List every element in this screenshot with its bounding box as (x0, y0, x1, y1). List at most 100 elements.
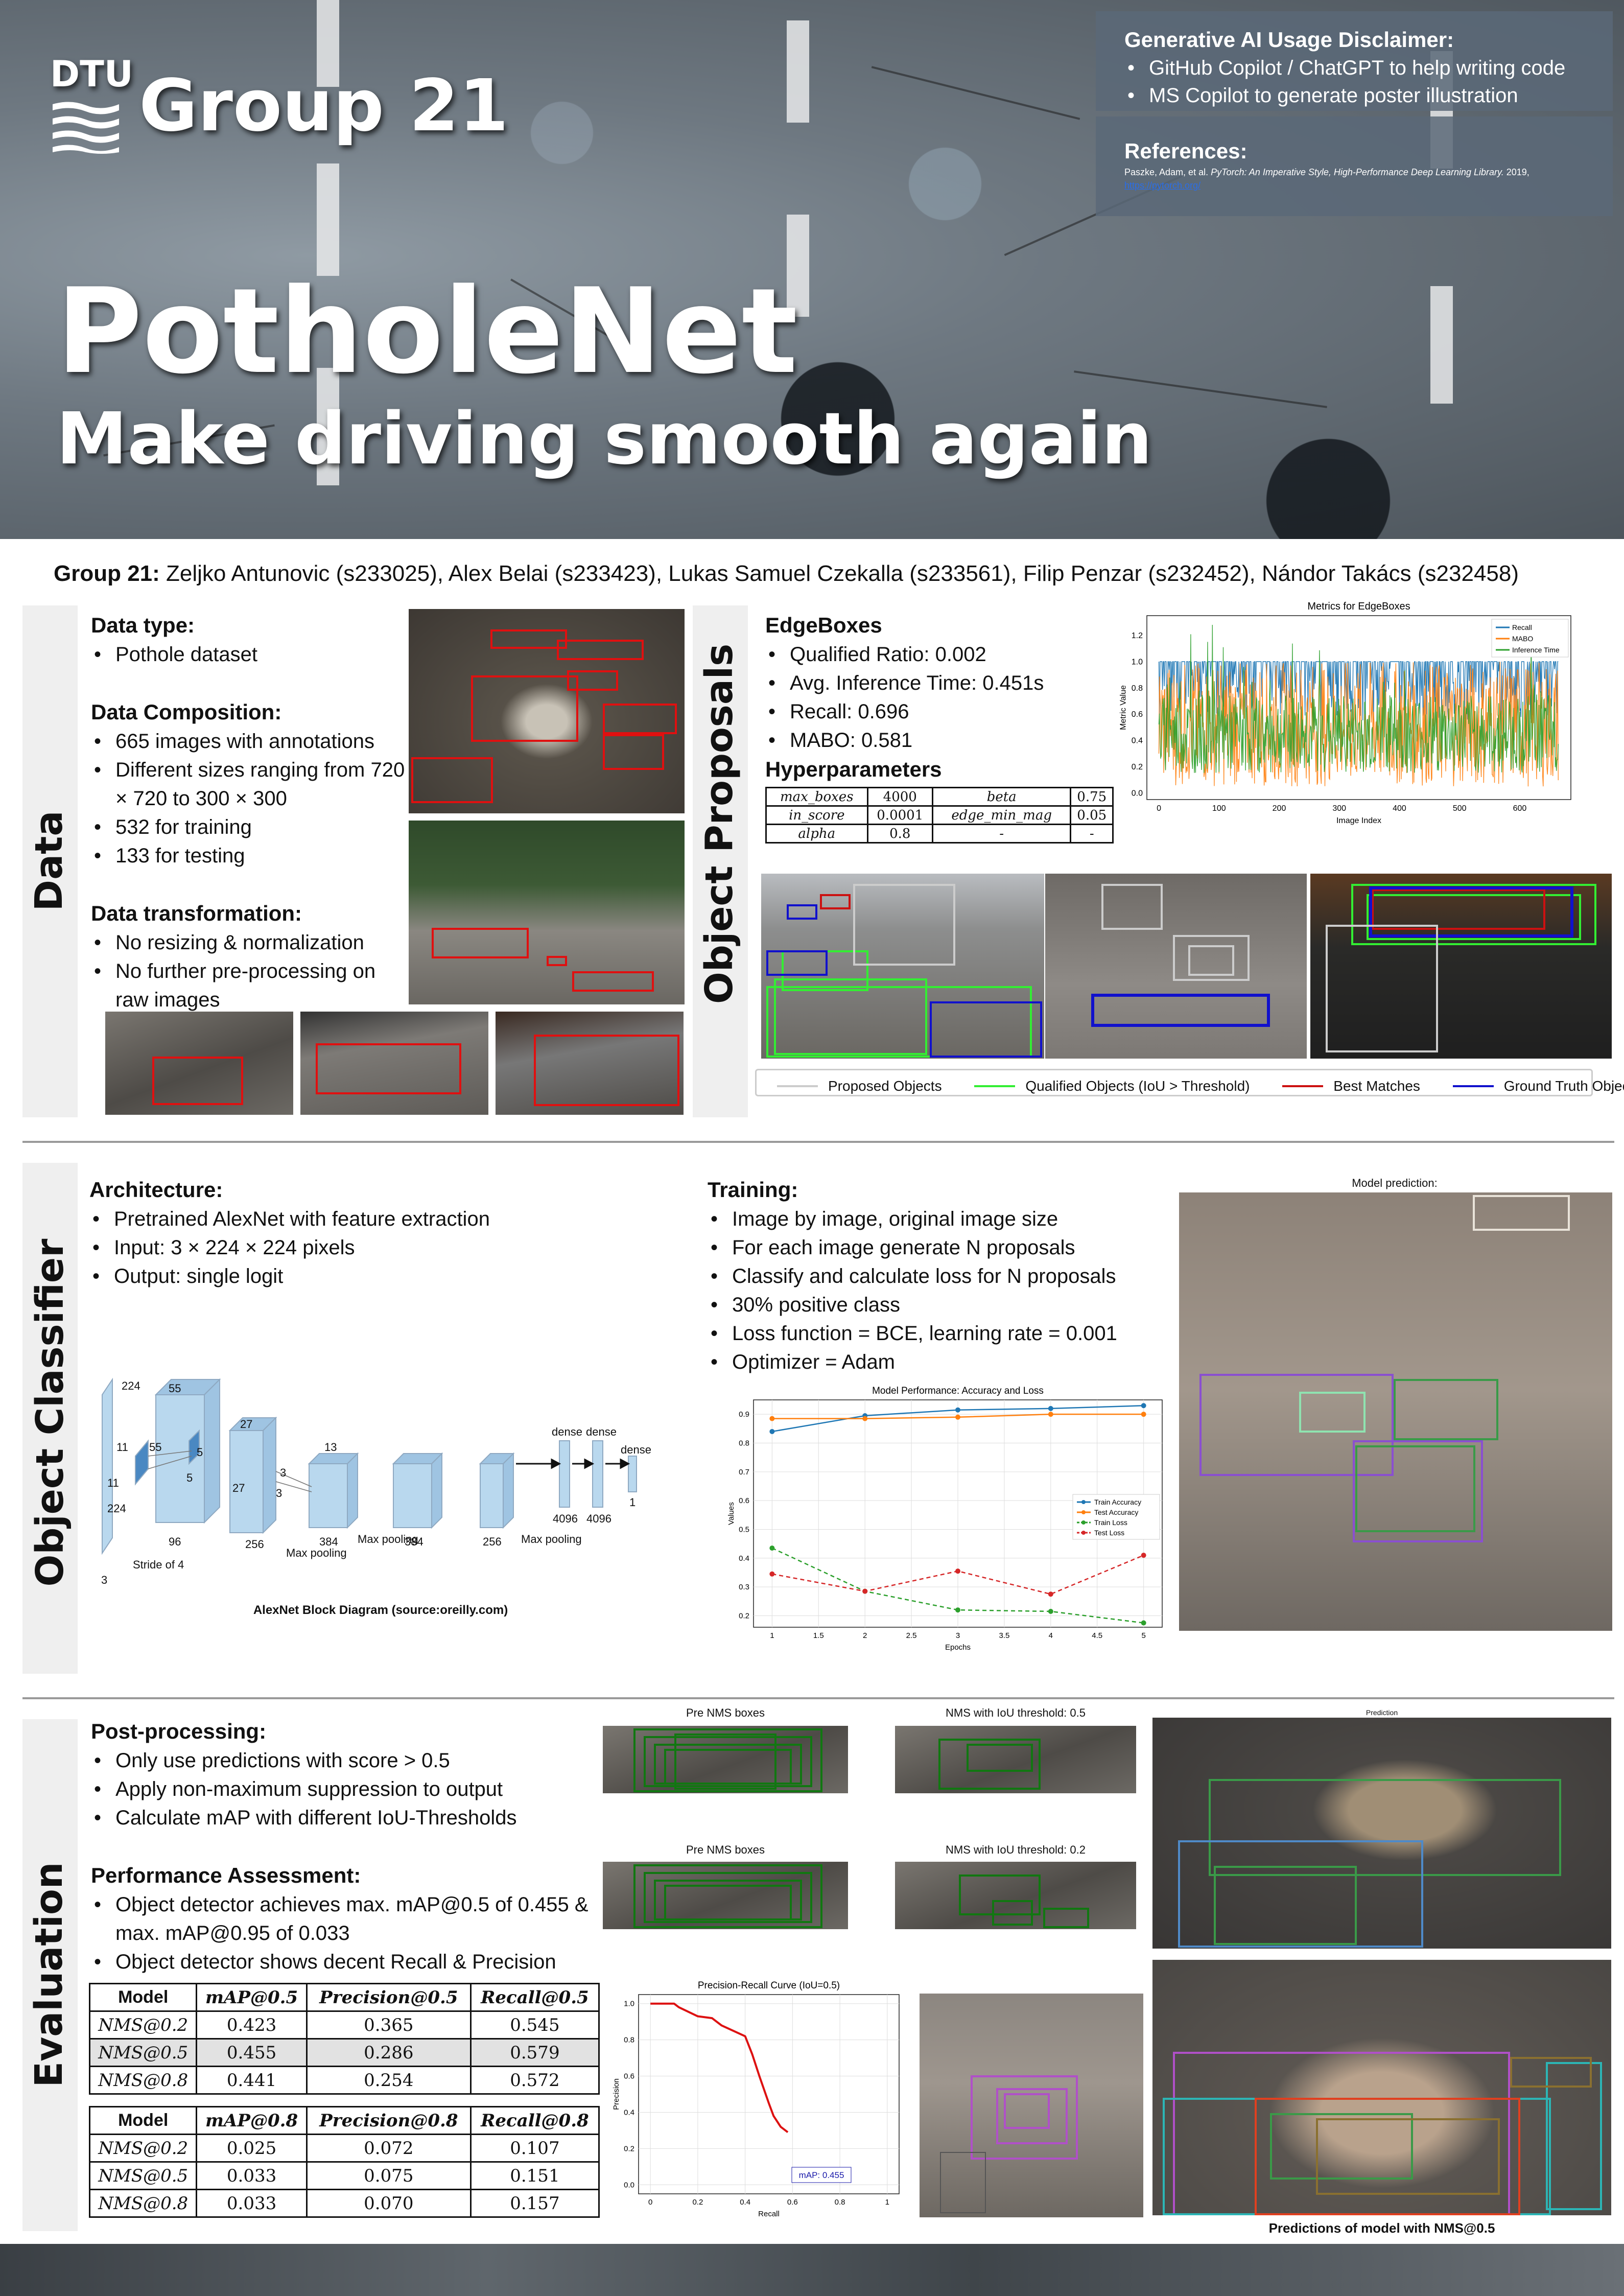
precision-recall-chart: Precision-Recall Curve (IoU=0.5) 0 0.2 0.4 0… (612, 1980, 900, 2218)
table-cell: 0.151 (469, 2161, 600, 2190)
data-composition-item: Different sizes ranging from 720 × 720 t… (91, 756, 408, 813)
legend-swatch (1452, 1085, 1494, 1087)
proposals-legend: Proposed Objects Qualified Objects (IoU … (755, 1069, 1624, 1096)
table-header-cell: Model (88, 1983, 198, 2012)
diagram-label: 3 (101, 1574, 107, 1586)
ref-year: 2019, (1506, 167, 1529, 177)
y-tick-label: 0.2 (1132, 763, 1143, 771)
performance-item: Object detector shows decent Recall & Pr… (91, 1948, 597, 1976)
nms-image-title: NMS with IoU threshold: 0.2 (946, 1843, 1086, 1856)
hp-cell: - (1070, 824, 1114, 844)
legend-marker (1081, 1510, 1086, 1514)
nms-sample-photo (895, 1862, 1136, 1929)
y-tick-label: 0.6 (624, 2072, 634, 2081)
authors-names: Zeljko Antunovic (s233025), Alex Belai (… (166, 561, 1519, 586)
architecture-title: Architecture: (89, 1178, 223, 1202)
section-divider (22, 1697, 1614, 1699)
x-tick-label: 300 (1332, 804, 1346, 813)
poster-title: PotholeNet (56, 264, 798, 400)
data-sample-photo (496, 1012, 684, 1115)
chart-legend: Recall MABO Inference Time (1491, 619, 1569, 658)
legend-label: MABO (1512, 635, 1533, 643)
nms-sample-photo (895, 1726, 1136, 1793)
chart-title: Precision-Recall Curve (IoU=0.5) (698, 1980, 840, 1991)
diagram-label: 224 (107, 1502, 126, 1515)
x-tick-label: 0 (1157, 804, 1161, 813)
table-cell: NMS@0.8 (88, 2066, 198, 2095)
hp-cell: - (931, 824, 1072, 844)
architecture-text: Architecture: Pretrained AlexNet with fe… (89, 1175, 702, 1291)
hp-row: max_boxes 4000 beta 0.75 (765, 787, 1114, 807)
references-title: References: (1124, 139, 1248, 163)
prediction-photo (1152, 1960, 1611, 2215)
x-tick-label: 500 (1453, 804, 1467, 813)
diagram-label: dense (552, 1425, 582, 1438)
x-axis-label: Recall (758, 2210, 780, 2218)
table-header-cell: Precision@0.5 (305, 1983, 472, 2012)
legend-best-matches: Best Matches (1333, 1078, 1420, 1094)
x-tick-label: 2 (863, 1631, 867, 1640)
data-sample-photo (409, 821, 685, 1004)
diagram-label: 11 (116, 1441, 128, 1454)
data-point (1141, 1412, 1146, 1417)
x-tick-label: 600 (1513, 804, 1527, 813)
table-header-cell: Precision@0.8 (305, 2106, 472, 2135)
table-row: NMS@0.2 0.423 0.365 0.545 (88, 2010, 600, 2040)
data-transformation-title: Data transformation: (91, 901, 302, 925)
diagram-label: 5 (186, 1471, 193, 1484)
y-tick-label: 0.2 (739, 1611, 749, 1620)
prediction-title: Prediction (1366, 1708, 1398, 1717)
x-tick-label: 0.6 (787, 2198, 798, 2207)
authors-label: Group 21: (54, 561, 160, 586)
nms-sample-photo (920, 1994, 1143, 2217)
model-prediction-title: Model prediction: (1352, 1177, 1438, 1189)
accuracy-loss-chart: Model Performance: Accuracy and Loss 1 1.5… (727, 1386, 1163, 1652)
table-cell: NMS@0.5 (88, 2038, 198, 2067)
training-item: Classify and calculate loss for N propos… (708, 1262, 1167, 1291)
data-point (862, 1588, 868, 1594)
y-tick-label: 0.3 (739, 1583, 749, 1591)
classifier-sidebar (22, 1163, 78, 1674)
hp-cell: in_score (765, 805, 868, 825)
data-point (769, 1571, 775, 1577)
y-tick-label: 0.0 (1132, 789, 1143, 798)
training-item: Optimizer = Adam (708, 1348, 1167, 1376)
diagram-label: 55 (149, 1441, 161, 1454)
legend-swatch (777, 1085, 818, 1087)
table-cell: 0.423 (196, 2010, 308, 2040)
ref-link[interactable]: https://pytorch.org/ (1124, 180, 1201, 191)
hp-cell: beta (931, 787, 1072, 807)
nms-image-title: Pre NMS boxes (686, 1706, 765, 1719)
training-title: Training: (708, 1178, 798, 1202)
edgeboxes-metric: MABO: 0.581 (765, 726, 1123, 755)
data-composition-item: 532 for training (91, 813, 408, 841)
alexnet-diagram: .blk{fill:#b9d8ee;stroke:#8fa9c2;stroke-… (101, 1377, 651, 1586)
section-divider (22, 1141, 1614, 1143)
table-cell: 0.025 (196, 2134, 308, 2163)
legend-ground-truth: Ground Truth Objects (1503, 1078, 1624, 1094)
map-annotation: mAP: 0.455 (799, 2170, 844, 2180)
plot-area (638, 1994, 900, 2194)
table-header-cell: Recall@0.8 (469, 2106, 600, 2135)
hyperparameters-table: max_boxes 4000 beta 0.75 in_score 0.0001 edge_… (765, 787, 1114, 844)
disclaimer-box: Generative AI Usage Disclaimer: GitHub C… (1096, 11, 1613, 111)
diagram-label: dense (586, 1425, 617, 1438)
diagram-label: 256 (245, 1538, 264, 1551)
legend-marker (1081, 1500, 1086, 1504)
table-row: NMS@0.2 0.025 0.072 0.107 (88, 2134, 600, 2163)
table-cell: 0.545 (469, 2010, 600, 2040)
y-tick-label: 0.7 (739, 1468, 749, 1477)
y-tick-label: 0.6 (1132, 710, 1143, 719)
data-point (1048, 1405, 1053, 1411)
performance-title: Performance Assessment: (91, 1863, 361, 1887)
architecture-item: Input: 3 × 224 × 224 pixels (89, 1233, 702, 1262)
table-cell: NMS@0.5 (88, 2161, 198, 2190)
y-tick-label: 0.0 (624, 2181, 634, 2189)
data-section-label: Data (27, 810, 71, 911)
training-item: 30% positive class (708, 1291, 1167, 1319)
post-processing-title: Post-processing: (91, 1719, 267, 1743)
y-tick-label: 0.8 (1132, 684, 1143, 693)
table-cell: NMS@0.2 (88, 2134, 198, 2163)
hp-cell: 0.75 (1070, 787, 1114, 807)
data-sample-photo (300, 1012, 488, 1115)
